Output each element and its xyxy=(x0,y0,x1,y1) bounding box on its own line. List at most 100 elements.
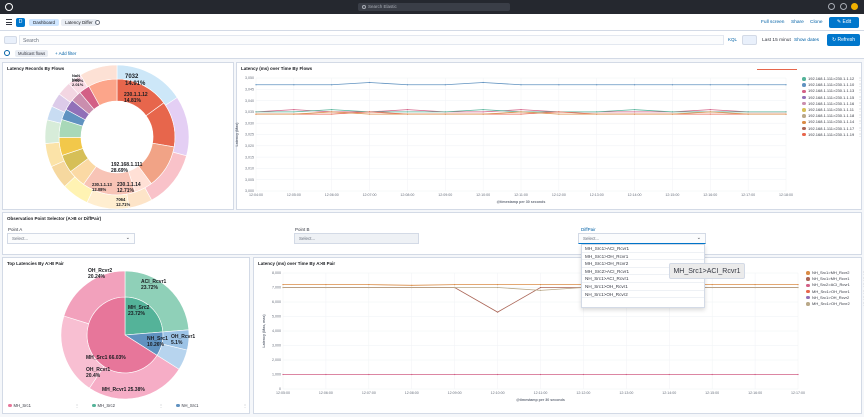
legend-item[interactable]: NH_Src1>OH_Rcvr2 ⋮ xyxy=(806,295,864,301)
legend-item[interactable]: MH_Src1>OH_Rcvr1 ⋮ xyxy=(806,289,864,295)
pair-chart-data-point[interactable] xyxy=(797,284,799,286)
flows-chart-data-point[interactable] xyxy=(520,84,522,86)
flows-chart-data-point[interactable] xyxy=(596,111,598,113)
pair-chart-data-point[interactable] xyxy=(754,373,756,376)
legend-options-icon[interactable]: ⋮ xyxy=(858,131,862,137)
flows-chart-data-point[interactable] xyxy=(671,111,674,113)
edit-button[interactable]: ✎ Edit xyxy=(829,17,859,28)
legend-item[interactable]: NH_Src1 ⋮ xyxy=(176,403,247,408)
flows-chart-data-point[interactable] xyxy=(255,113,257,115)
legend-options-icon[interactable]: ⋮ xyxy=(862,300,864,306)
calendar-icon[interactable] xyxy=(742,35,757,45)
flows-chart-data-point[interactable] xyxy=(331,84,333,86)
legend-options-icon[interactable]: ⋮ xyxy=(858,76,862,81)
pair-chart-data-point[interactable] xyxy=(496,373,499,376)
flows-chart-data-point[interactable] xyxy=(406,111,409,113)
flows-chart-data-point[interactable] xyxy=(709,113,711,115)
diffpair-option[interactable]: MH_Src2>ACI_Rcvr1 xyxy=(582,268,704,276)
legend-options-icon[interactable]: ⋮ xyxy=(862,288,864,294)
legend-item[interactable]: 192.168.1.111>230.1.1.17 ⋮ xyxy=(802,126,862,132)
flows-chart-data-point[interactable] xyxy=(482,109,484,111)
pair-chart-data-point[interactable] xyxy=(668,373,670,376)
diffpair-option[interactable]: MH_Src1>ACI_Rcvr1 xyxy=(582,245,704,253)
diffpair-option[interactable]: NH_Src1>ACI_Rcvr1 xyxy=(582,275,704,283)
add-filter-link[interactable]: + Add filter xyxy=(55,51,77,56)
flows-chart-data-point[interactable] xyxy=(255,84,257,86)
flows-chart-data-point[interactable] xyxy=(558,113,560,115)
pair-chart-data-point[interactable] xyxy=(368,284,370,286)
flows-chart-data-point[interactable] xyxy=(633,111,636,113)
legend-options-icon[interactable]: ⋮ xyxy=(862,294,864,300)
flows-chart-data-point[interactable] xyxy=(406,113,409,115)
pair-chart-data-point[interactable] xyxy=(368,373,370,376)
flows-chart-data-point[interactable] xyxy=(293,111,295,113)
share-link[interactable]: Share xyxy=(791,20,804,25)
legend-item[interactable]: 192.168.1.111>230.1.1.18 ⋮ xyxy=(802,113,862,119)
pair-chart-data-point[interactable] xyxy=(797,373,799,376)
filter-pill[interactable]: Multicast flows xyxy=(15,50,49,57)
legend-options-icon[interactable]: ⋮ xyxy=(862,276,864,282)
flows-chart-data-point[interactable] xyxy=(709,84,711,86)
flows-chart-data-point[interactable] xyxy=(293,113,295,115)
search-query-input[interactable]: Search xyxy=(19,35,724,45)
legend-item[interactable]: 192.168.1.111>230.1.1.13 ⋮ xyxy=(802,88,862,94)
flows-chart-data-point[interactable] xyxy=(331,113,333,115)
legend-item[interactable]: 192.168.1.111>230.1.1.14 ⋮ xyxy=(802,119,862,125)
legend-options-icon[interactable]: ⋮ xyxy=(159,403,164,408)
legend-item[interactable]: NH_Src1>MH_Rcvr2 ⋮ xyxy=(806,270,864,276)
help-icon[interactable] xyxy=(828,3,835,10)
share-link-icon[interactable] xyxy=(95,20,100,25)
flows-chart-data-point[interactable] xyxy=(671,84,674,86)
flows-chart-data-point[interactable] xyxy=(482,113,484,115)
saved-query-toggle-icon[interactable] xyxy=(4,36,17,44)
pair-chart-data-point[interactable] xyxy=(411,284,413,286)
pair-chart-data-point[interactable] xyxy=(411,373,413,376)
legend-item[interactable]: 192.168.1.111>230.1.1.15 ⋮ xyxy=(802,95,862,101)
user-avatar[interactable] xyxy=(851,3,858,10)
flows-chart-data-point[interactable] xyxy=(406,84,409,86)
pair-chart-data-point[interactable] xyxy=(539,373,542,376)
flows-chart-data-point[interactable] xyxy=(520,113,522,115)
legend-options-icon[interactable]: ⋮ xyxy=(858,82,862,88)
legend-options-icon[interactable]: ⋮ xyxy=(858,106,862,112)
diffpair-select[interactable]: Select... ⌄ xyxy=(578,233,706,244)
flows-chart-data-point[interactable] xyxy=(482,81,484,84)
point-b-select[interactable]: Select... xyxy=(294,233,419,244)
refresh-button[interactable]: ↻ Refresh xyxy=(827,34,860,46)
legend-options-icon[interactable]: ⋮ xyxy=(862,282,864,288)
pair-chart-data-point[interactable] xyxy=(711,373,713,376)
flows-chart-data-point[interactable] xyxy=(331,109,333,111)
ab-donut-slice[interactable] xyxy=(63,270,126,325)
flows-chart-data-point[interactable] xyxy=(558,111,560,113)
flows-chart-data-point[interactable] xyxy=(709,111,711,113)
legend-item[interactable]: MH_Src2 ⋮ xyxy=(92,403,163,408)
flows-chart-data-point[interactable] xyxy=(520,111,522,113)
news-icon[interactable] xyxy=(840,3,847,10)
legend-options-icon[interactable]: ⋮ xyxy=(858,94,862,100)
global-search-input[interactable]: Search Elastic xyxy=(358,3,510,11)
legend-item[interactable]: NH_Src1>MH_Rcvr1 ⋮ xyxy=(806,276,864,282)
pair-chart-data-point[interactable] xyxy=(325,373,327,376)
legend-options-icon[interactable]: ⋮ xyxy=(858,113,862,119)
flows-chart-data-point[interactable] xyxy=(293,84,295,86)
flows-chart-data-point[interactable] xyxy=(444,84,446,86)
flows-chart-data-point[interactable] xyxy=(785,111,787,113)
diffpair-option[interactable]: MH_Src1>OH_Rcvr1 xyxy=(582,253,704,261)
flows-chart-data-point[interactable] xyxy=(596,84,598,86)
flows-chart-data-point[interactable] xyxy=(785,113,787,115)
pair-chart-data-point[interactable] xyxy=(411,286,413,289)
flows-chart-data-point[interactable] xyxy=(368,81,371,84)
flows-chart-data-point[interactable] xyxy=(747,84,749,86)
flows-chart-data-point[interactable] xyxy=(633,109,636,111)
pair-chart-data-point[interactable] xyxy=(625,373,627,376)
legend-options-icon[interactable]: ⋮ xyxy=(858,125,862,131)
pair-chart-data-point[interactable] xyxy=(754,284,756,286)
flows-chart-data-point[interactable] xyxy=(444,111,446,113)
breadcrumb-dashboard[interactable]: Dashboard xyxy=(29,19,60,26)
clone-link[interactable]: Clone xyxy=(810,20,823,25)
menu-toggle-icon[interactable] xyxy=(6,19,12,25)
legend-item[interactable]: 192.168.1.111>230.1.1.16 ⋮ xyxy=(802,101,862,107)
legend-options-icon[interactable]: ⋮ xyxy=(858,88,862,94)
pair-chart-data-point[interactable] xyxy=(454,286,456,289)
pair-chart-data-point[interactable] xyxy=(368,286,370,289)
